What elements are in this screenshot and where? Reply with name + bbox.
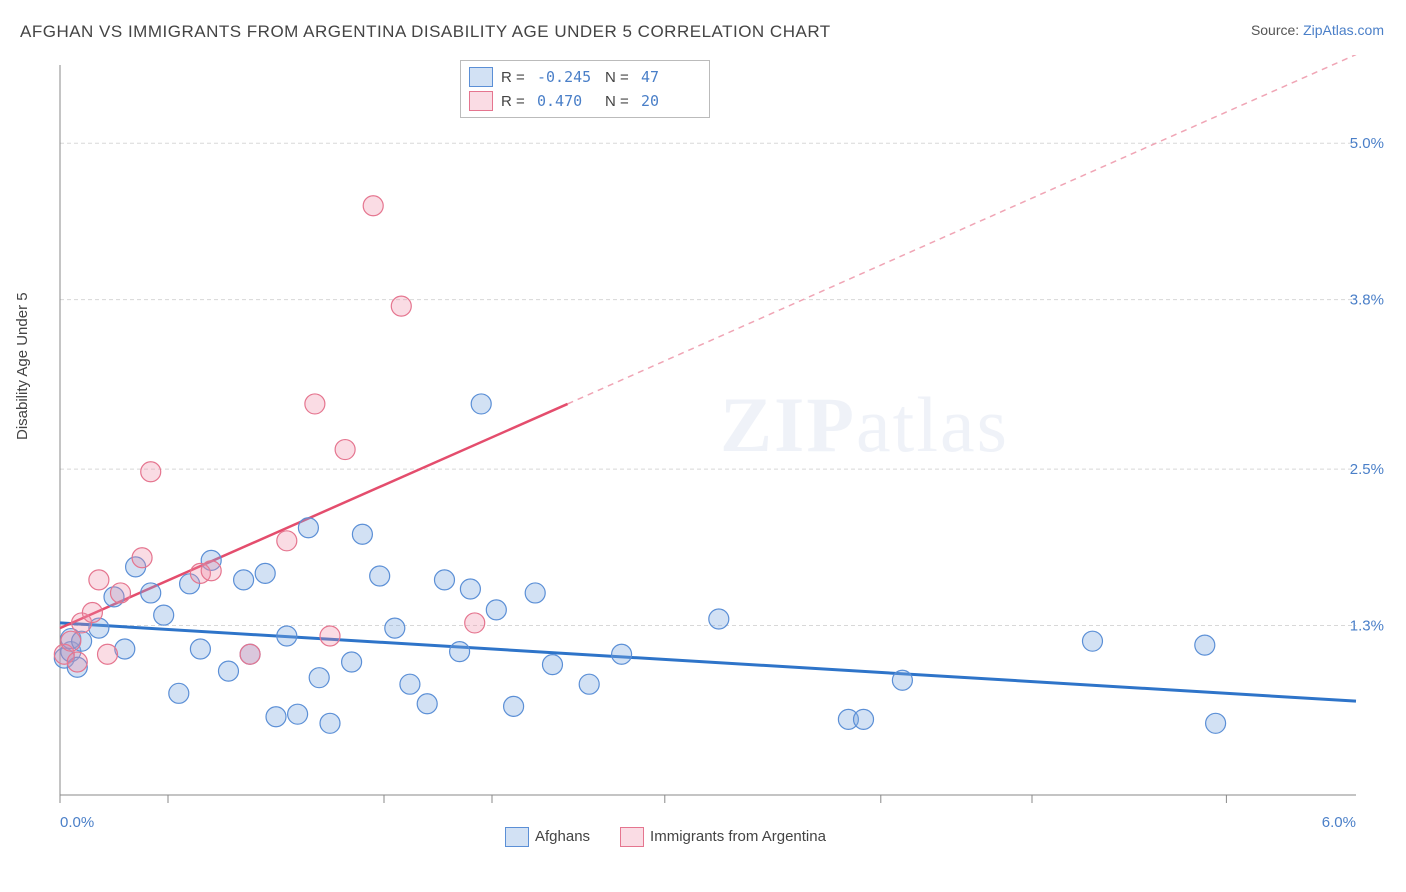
legend-label: Immigrants from Argentina (650, 828, 826, 845)
scatter-chart: 1.3% 2.5% 3.8% 5.0% 0.0% 6.0% (50, 55, 1386, 845)
svg-text:3.8%: 3.8% (1350, 292, 1384, 309)
legend-swatch (505, 827, 529, 847)
svg-text:0.0%: 0.0% (60, 814, 94, 831)
legend-n-value: 47 (641, 68, 701, 86)
source-link[interactable]: ZipAtlas.com (1303, 22, 1384, 38)
legend-label: Afghans (535, 828, 590, 845)
chart-title: AFGHAN VS IMMIGRANTS FROM ARGENTINA DISA… (20, 22, 831, 42)
legend-r-value: 0.470 (537, 92, 597, 110)
legend-row: R = -0.245 N = 47 (469, 65, 701, 89)
legend-swatch (469, 91, 493, 111)
svg-text:2.5%: 2.5% (1350, 461, 1384, 478)
legend-n-label: N = (605, 69, 633, 86)
legend-r-value: -0.245 (537, 68, 597, 86)
legend-swatch (620, 827, 644, 847)
legend-row: R = 0.470 N = 20 (469, 89, 701, 113)
legend-n-value: 20 (641, 92, 701, 110)
legend-r-label: R = (501, 69, 529, 86)
svg-text:1.3%: 1.3% (1350, 618, 1384, 635)
legend-swatch (469, 67, 493, 87)
legend-item: Afghans (505, 827, 590, 847)
correlation-legend: R = -0.245 N = 47 R = 0.470 N = 20 (460, 60, 710, 118)
legend-n-label: N = (605, 93, 633, 110)
source-attribution: Source: ZipAtlas.com (1251, 22, 1384, 38)
source-prefix: Source: (1251, 22, 1303, 38)
series-legend: Afghans Immigrants from Argentina (505, 827, 826, 847)
svg-text:6.0%: 6.0% (1322, 814, 1356, 831)
legend-item: Immigrants from Argentina (620, 827, 826, 847)
svg-text:5.0%: 5.0% (1350, 135, 1384, 152)
y-axis-label: Disability Age Under 5 (14, 292, 31, 440)
legend-r-label: R = (501, 93, 529, 110)
